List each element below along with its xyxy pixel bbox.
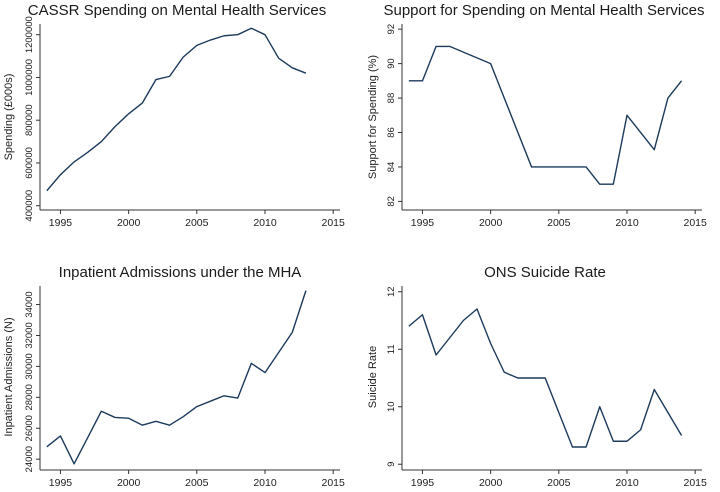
x-tick-label: 2000	[117, 477, 141, 489]
chart-inpatient-admissions: Inpatient Admissions under the MHA Inpat…	[3, 264, 345, 489]
series-line	[46, 27, 307, 192]
x-tick-label: 2015	[322, 217, 346, 229]
y-tick-label: 32000	[24, 322, 35, 348]
y-tick-label: 26000	[24, 415, 35, 441]
y-axis-label: Spending (£000s)	[3, 74, 15, 161]
x-tick-label: 2010	[615, 217, 639, 229]
y-tick-label: 92	[386, 24, 397, 35]
y-tick-label: 9	[386, 462, 397, 467]
x-tick-label: 2015	[684, 477, 708, 489]
y-axis-label: Support for Spending (%)	[367, 55, 379, 179]
series-line	[408, 308, 683, 448]
y-tick-label: 82	[386, 196, 397, 207]
chart-title: Inpatient Admissions under the MHA	[59, 264, 302, 281]
y-tick-label: 34000	[24, 291, 35, 317]
y-axis-label: Inpatient Admissions (N)	[3, 317, 15, 436]
chart-cassr-spending: CASSR Spending on Mental Health Services…	[3, 2, 345, 229]
x-tick-label: 2010	[253, 217, 277, 229]
y-tick-label: 600000	[24, 147, 35, 179]
chart-ons-suicide-rate: ONS Suicide Rate Suicide Rate 1995 2000 20…	[367, 264, 707, 489]
x-tick-label: 1995	[411, 217, 435, 229]
x-tick-label: 2015	[322, 477, 346, 489]
y-tick-label: 1000000	[24, 59, 35, 96]
y-tick-label: 30000	[24, 353, 35, 379]
x-tick-label: 2010	[615, 477, 639, 489]
y-tick-label: 84	[386, 162, 397, 173]
chart-title: CASSR Spending on Mental Health Services	[28, 2, 327, 19]
x-tick-label: 2005	[185, 477, 209, 489]
y-tick-label: 28000	[24, 384, 35, 410]
chart-support-spending: Support for Spending on Mental Health Se…	[367, 2, 707, 229]
y-tick-label: 800000	[24, 104, 35, 136]
y-tick-label: 1200000	[24, 16, 35, 53]
x-tick-label: 1995	[411, 477, 435, 489]
y-tick-label: 400000	[24, 190, 35, 222]
chart-title: Support for Spending on Mental Health Se…	[383, 2, 704, 19]
x-tick-label: 1995	[49, 217, 73, 229]
y-tick-label: 11	[386, 344, 397, 354]
x-tick-label: 2000	[117, 217, 141, 229]
series-line	[408, 45, 683, 185]
x-tick-label: 2010	[253, 477, 277, 489]
x-tick-label: 2015	[684, 217, 708, 229]
y-tick-label: 86	[386, 127, 397, 138]
y-tick-label: 90	[386, 58, 397, 69]
y-axis-label: Suicide Rate	[367, 346, 379, 408]
x-tick-label: 2000	[479, 477, 503, 489]
y-tick-label: 10	[386, 401, 397, 412]
x-tick-label: 2005	[185, 217, 209, 229]
y-tick-label: 24000	[24, 446, 35, 472]
x-tick-label: 1995	[49, 477, 73, 489]
x-tick-label: 2005	[547, 477, 571, 489]
x-tick-label: 2005	[547, 217, 571, 229]
series-line	[46, 290, 307, 465]
chart-title: ONS Suicide Rate	[484, 264, 606, 281]
y-tick-label: 88	[386, 93, 397, 104]
x-tick-label: 2000	[479, 217, 503, 229]
y-tick-label: 12	[386, 286, 397, 297]
